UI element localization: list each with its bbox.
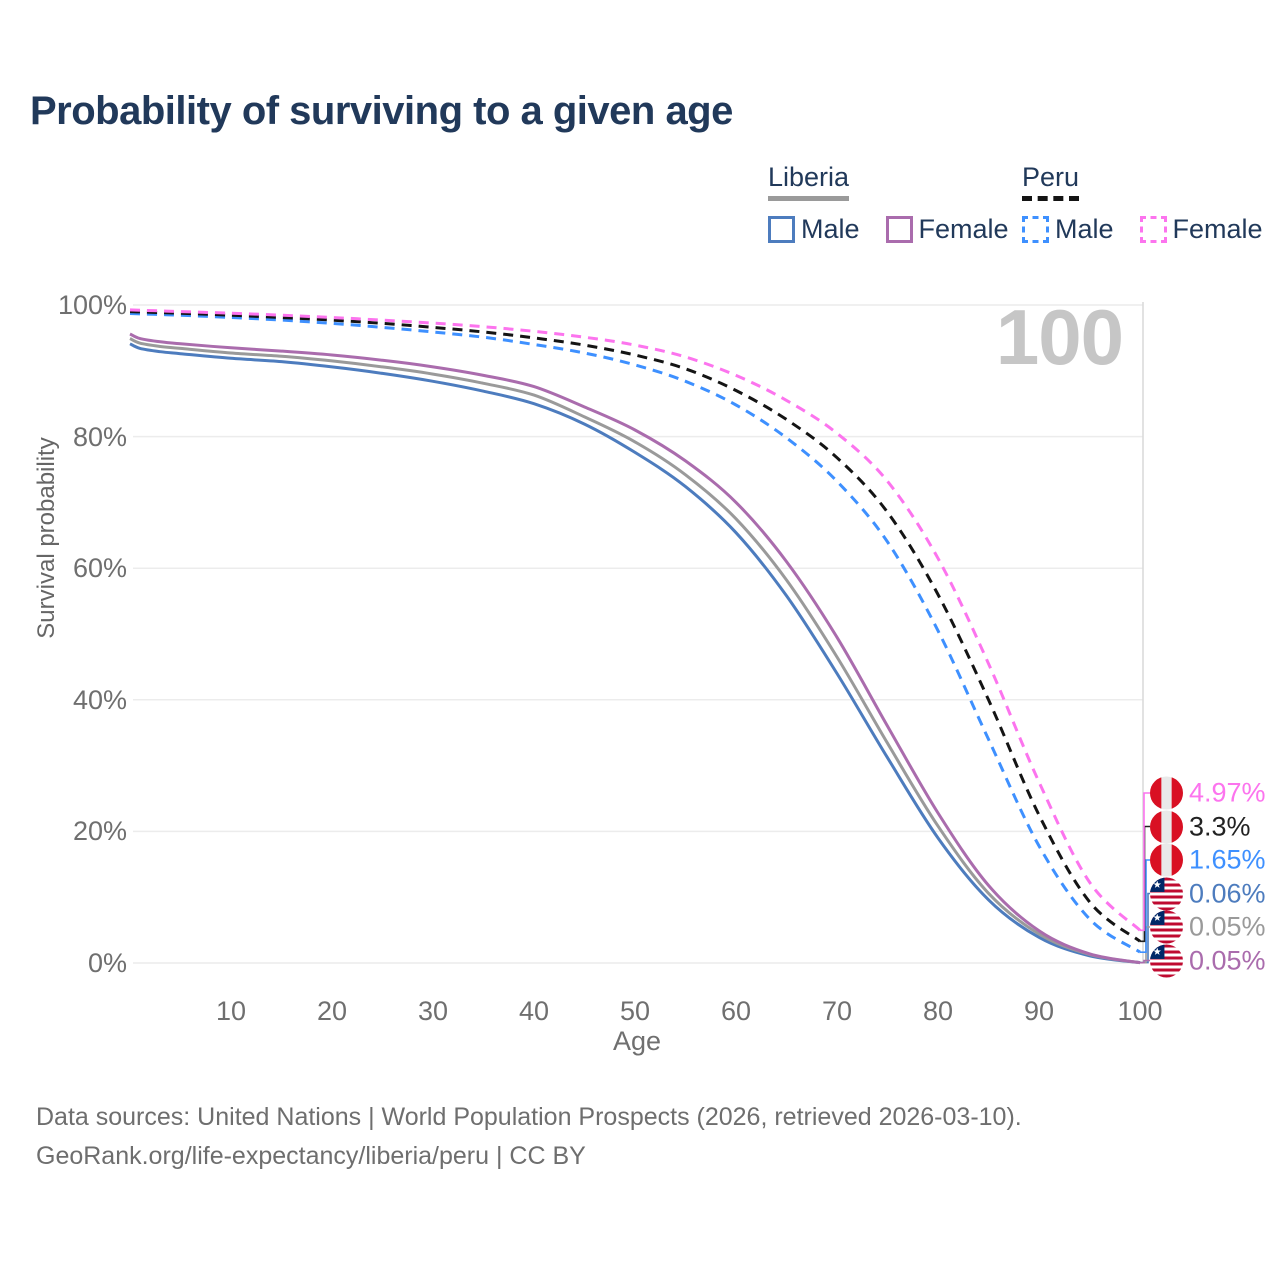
- series-line-liberia-total: [129, 337, 1141, 965]
- legend-item-liberia-female[interactable]: Female: [885, 214, 1009, 245]
- series-line-peru-total: [129, 310, 1141, 943]
- series-line-peru-female: [129, 308, 1142, 932]
- end-label-liberia-male: 0.06%: [1150, 877, 1266, 910]
- y-tick-60: 60%: [72, 553, 127, 584]
- y-tick-80: 80%: [72, 421, 127, 452]
- legend-item-label: Female: [1172, 214, 1263, 244]
- leader-line-peru-female: [1140, 792, 1151, 932]
- legend-country-liberia: Liberia: [768, 162, 850, 201]
- liberia-flag-icon: [1150, 910, 1183, 944]
- legend-item-liberia-male[interactable]: Male: [768, 214, 860, 245]
- end-label-peru-female: 4.97%: [1150, 776, 1266, 810]
- legend-group-peru: Peru Male Female: [1022, 162, 1263, 245]
- x-axis-title: Age: [612, 1026, 662, 1056]
- legend-swatch-icon: [768, 216, 795, 243]
- footer: Data sources: United Nations | World Pop…: [36, 1098, 1022, 1176]
- end-label-value: 1.65%: [1189, 844, 1266, 875]
- attribution-line: GeoRank.org/life-expectancy/liberia/peru…: [36, 1142, 586, 1170]
- end-label-value: 4.97%: [1189, 777, 1266, 808]
- series-line-liberia-female: [129, 332, 1141, 965]
- page-title: Probability of surviving to a given age: [30, 89, 733, 133]
- legend-item-peru-female[interactable]: Female: [1139, 214, 1263, 245]
- legend-country-peru: Peru: [1022, 162, 1080, 201]
- x-tick-70: 70: [821, 996, 853, 1026]
- leader-line-peru-male: [1140, 859, 1151, 953]
- x-tick-50: 50: [619, 996, 651, 1026]
- hover-age-label: 100: [995, 293, 1124, 381]
- peru-flag-icon: [1150, 843, 1183, 877]
- legend-swatch-icon: [1022, 216, 1049, 243]
- y-tick-20: 20%: [72, 816, 127, 847]
- x-tick-80: 80: [922, 996, 954, 1026]
- peru-flag-icon: [1150, 776, 1183, 810]
- legend-swatch-icon: [1139, 216, 1167, 243]
- liberia-flag-icon: [1150, 944, 1183, 977]
- x-tick-40: 40: [518, 996, 550, 1026]
- peru-flag-icon: [1150, 810, 1183, 843]
- end-label-peru-total: 3.3%: [1150, 810, 1251, 843]
- legend-item-label: Female: [918, 214, 1009, 244]
- end-label-value: 3.3%: [1189, 811, 1251, 841]
- legend-swatch-icon: [885, 216, 913, 243]
- y-tick-100: 100%: [57, 290, 127, 320]
- x-tick-100: 100: [1117, 996, 1163, 1026]
- legend-item-label: Male: [801, 214, 860, 244]
- y-axis-title: Survival probability: [33, 437, 60, 639]
- y-tick-0: 0%: [87, 948, 127, 978]
- y-tick-40: 40%: [72, 684, 127, 715]
- series-line-liberia-male: [129, 342, 1141, 965]
- leader-line-liberia-female: [1140, 959, 1151, 964]
- data-source-line: Data sources: United Nations | World Pop…: [36, 1103, 1022, 1131]
- series-line-peru-male: [129, 312, 1141, 954]
- x-tick-20: 20: [316, 996, 348, 1026]
- x-tick-30: 30: [417, 996, 449, 1026]
- end-label-value: 0.05%: [1189, 945, 1266, 975]
- legend-group-liberia: Liberia Male Female: [768, 162, 1009, 245]
- end-label-liberia-total: 0.05%: [1150, 910, 1266, 944]
- end-label-value: 0.06%: [1189, 878, 1266, 908]
- x-tick-90: 90: [1023, 996, 1055, 1026]
- legend-item-label: Male: [1055, 214, 1114, 244]
- end-label-value: 0.05%: [1189, 911, 1266, 942]
- x-tick-10: 10: [215, 996, 247, 1026]
- end-label-liberia-female: 0.05%: [1150, 944, 1266, 977]
- end-label-peru-male: 1.65%: [1150, 843, 1266, 877]
- legend-item-peru-male[interactable]: Male: [1022, 214, 1114, 245]
- x-tick-60: 60: [720, 996, 752, 1026]
- liberia-flag-icon: [1150, 877, 1183, 910]
